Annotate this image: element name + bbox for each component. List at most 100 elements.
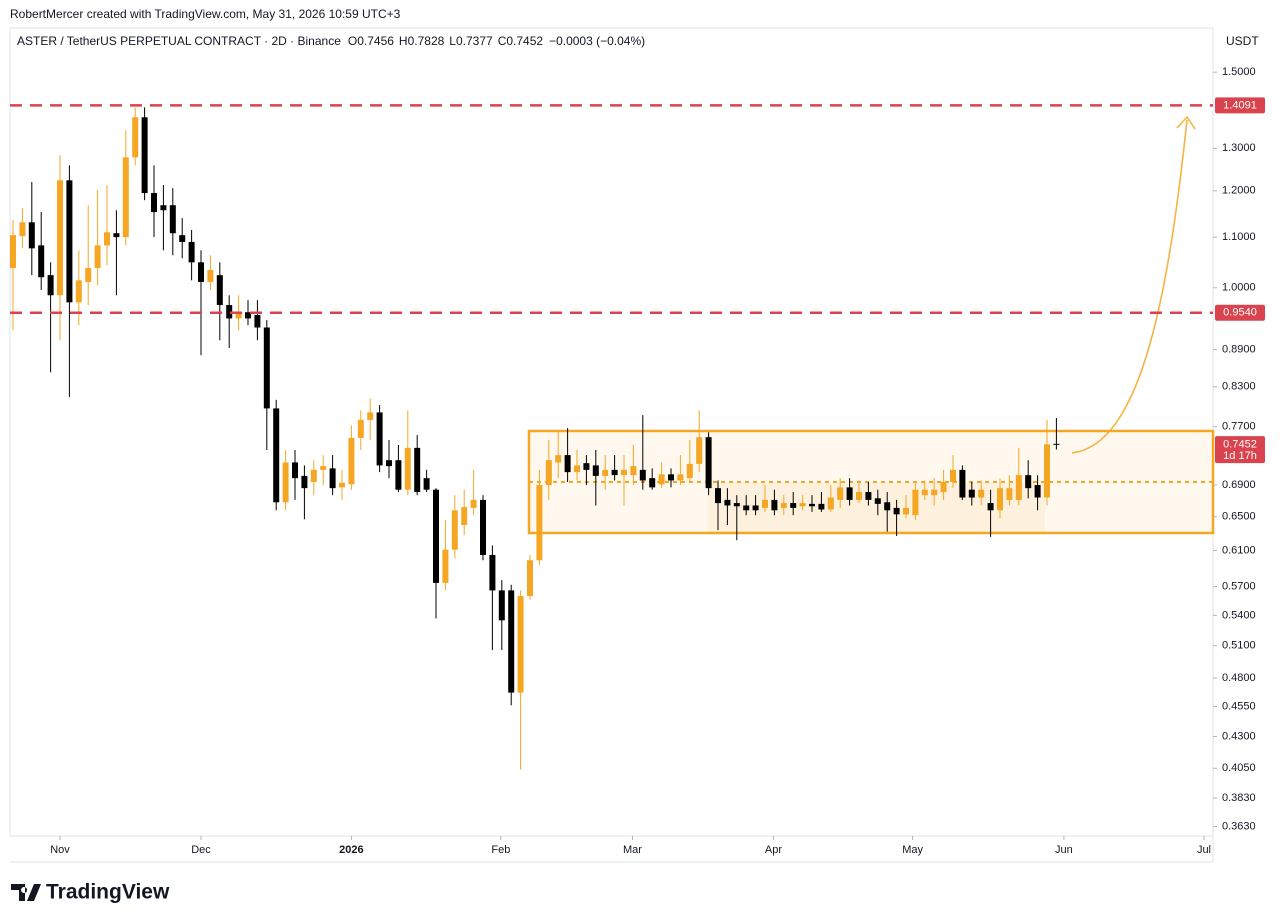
level-label-box xyxy=(1215,97,1265,114)
y-tick-label: 0.4050 xyxy=(1222,762,1256,774)
level-label: 0.9540 xyxy=(1223,307,1257,319)
candle-body xyxy=(122,157,129,238)
legend-ohlc-key: C xyxy=(498,34,507,48)
candle-body xyxy=(686,463,693,479)
y-tick-label: 1.2000 xyxy=(1222,185,1256,197)
y-tick-label: 1.5000 xyxy=(1222,66,1256,78)
legend: ASTER / TetherUS PERPETUAL CONTRACT · 2D… xyxy=(17,34,645,48)
candle-body xyxy=(602,469,609,476)
candle-body xyxy=(75,280,82,303)
candle-body xyxy=(705,437,712,489)
candle-body xyxy=(790,503,797,508)
candle-body xyxy=(442,549,449,583)
candle-body xyxy=(931,489,938,496)
candle-body xyxy=(245,312,252,319)
legend-ohlc-value: 0.7828 xyxy=(408,34,445,48)
candle-body xyxy=(1034,485,1041,498)
candle-body xyxy=(104,232,111,246)
candle-body xyxy=(226,305,233,319)
candle-body xyxy=(461,507,468,526)
candle-body xyxy=(677,474,684,481)
candle-body xyxy=(310,469,317,482)
candle-body xyxy=(113,233,120,238)
candle-body xyxy=(639,469,646,481)
candle-body xyxy=(395,460,402,490)
plot xyxy=(10,107,1060,770)
y-tick-label: 0.3630 xyxy=(1222,820,1256,832)
arrow-head xyxy=(1176,115,1196,130)
candle-body xyxy=(188,241,195,263)
candle-body xyxy=(940,481,947,493)
logo: TradingView xyxy=(11,881,170,904)
candle-body xyxy=(574,465,581,473)
candle-body xyxy=(968,489,975,498)
candle-body xyxy=(527,560,534,597)
candle-body xyxy=(884,502,891,511)
candle-body xyxy=(367,412,374,420)
candle-body xyxy=(649,478,656,488)
candle-body xyxy=(10,235,17,268)
candle-body xyxy=(254,315,261,328)
candle-body xyxy=(160,205,167,211)
candle-body xyxy=(809,503,815,507)
y-tick-label: 0.4300 xyxy=(1222,730,1256,742)
level-label-box xyxy=(1215,304,1265,321)
candle-body xyxy=(207,269,214,282)
candle-body xyxy=(555,455,562,463)
y-tick-label: 1.0000 xyxy=(1222,282,1256,294)
last-price-box xyxy=(1215,436,1265,464)
x-tick-label: Mar xyxy=(623,844,642,856)
candle-body xyxy=(480,499,487,555)
candle-body xyxy=(818,503,825,510)
y-tick-label: 0.6900 xyxy=(1222,479,1256,491)
arrow xyxy=(1071,119,1188,454)
x-tick-label: Dec xyxy=(191,844,211,856)
candle-body xyxy=(235,312,242,319)
candle-body xyxy=(978,489,985,498)
candle-body xyxy=(630,466,637,476)
y-tick-label: 0.8300 xyxy=(1222,381,1256,393)
candle-body xyxy=(1006,488,1013,500)
candle-body xyxy=(846,487,853,500)
candle-body xyxy=(57,180,64,296)
candle-body xyxy=(545,460,552,486)
candle-body xyxy=(292,462,299,479)
candle-body xyxy=(1043,444,1050,498)
candle-body xyxy=(1015,475,1022,500)
candle-body xyxy=(348,437,355,485)
candle-body xyxy=(874,498,881,504)
legend-ohlc-value: 0.7456 xyxy=(357,34,394,48)
candle-body xyxy=(169,205,176,234)
credit: RobertMercer created with TradingView.co… xyxy=(10,7,401,21)
candle-body xyxy=(85,267,92,282)
candle-body xyxy=(357,419,364,438)
candle-body xyxy=(470,499,477,508)
candle-body xyxy=(386,460,393,467)
candle-body xyxy=(517,596,524,693)
candle-body xyxy=(536,485,543,561)
y-tick-label: 0.5400 xyxy=(1222,609,1256,621)
candle-body xyxy=(658,474,665,485)
candle-body xyxy=(902,507,909,515)
candle-body xyxy=(893,507,900,515)
candle-body xyxy=(508,590,515,693)
candle-body xyxy=(423,478,430,490)
legend-title: ASTER / TetherUS PERPETUAL CONTRACT · 2D… xyxy=(17,34,341,48)
candle-body xyxy=(762,499,769,508)
candle-body xyxy=(752,505,759,511)
candle-body xyxy=(949,469,956,482)
candle-body xyxy=(837,487,844,500)
candle-body xyxy=(132,117,139,158)
y-tick-label: 1.1000 xyxy=(1222,231,1256,243)
y-tick-label: 0.4800 xyxy=(1222,672,1256,684)
candle-body xyxy=(263,327,270,409)
y-tick-label: 0.7700 xyxy=(1222,421,1256,433)
y-tick-label: 0.5100 xyxy=(1222,640,1256,652)
logo-icon xyxy=(11,884,41,901)
legend-ohlc-value: 0.7377 xyxy=(456,34,493,48)
x-tick-label: Nov xyxy=(50,844,70,856)
candle-body xyxy=(771,499,778,511)
candle-body xyxy=(376,412,383,466)
candle-body xyxy=(592,465,599,476)
